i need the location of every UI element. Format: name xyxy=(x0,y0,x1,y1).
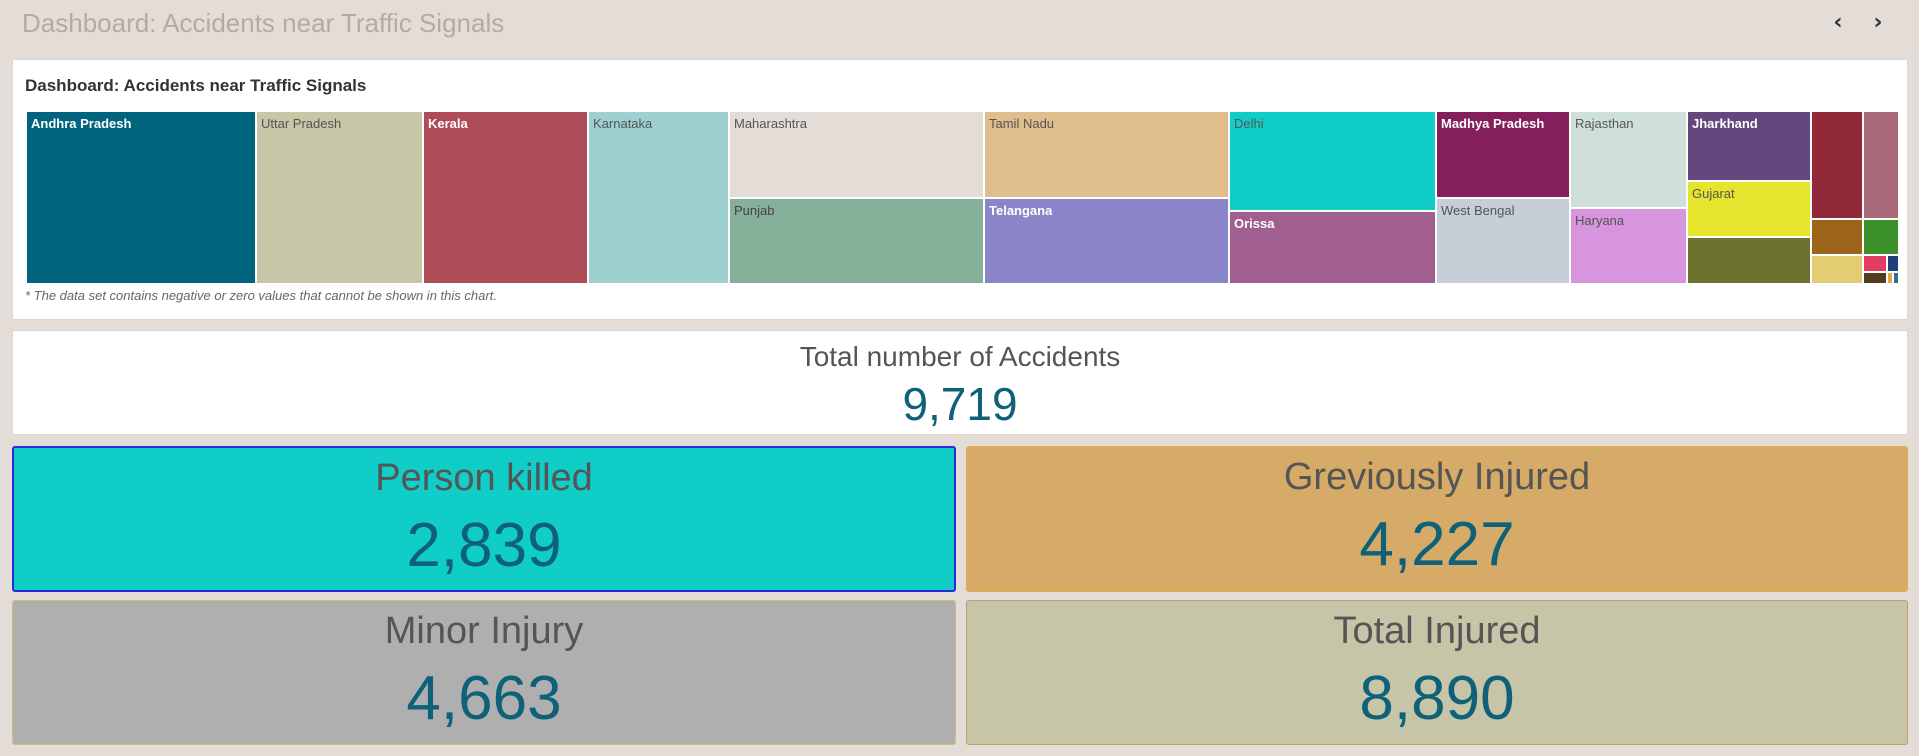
treemap-cell[interactable] xyxy=(1893,272,1899,284)
treemap-cell-label: Telangana xyxy=(989,203,1053,218)
treemap-cell-label: Tamil Nadu xyxy=(989,116,1055,131)
total-injured-card[interactable]: Total Injured 8,890 xyxy=(966,600,1908,745)
treemap-cell-label: Punjab xyxy=(734,203,775,218)
chevron-right-icon[interactable]: › xyxy=(1873,10,1883,35)
treemap-cell[interactable] xyxy=(1811,111,1863,219)
treemap-cell[interactable]: Madhya Pradesh xyxy=(1436,111,1570,198)
total-injured-label: Total Injured xyxy=(1333,610,1541,652)
treemap-cell[interactable]: Delhi xyxy=(1229,111,1436,211)
treemap-cell[interactable]: Telangana xyxy=(984,198,1229,284)
person-killed-card[interactable]: Person killed 2,839 xyxy=(12,446,956,592)
treemap-cell[interactable] xyxy=(1887,255,1899,272)
treemap-card: Dashboard: Accidents near Traffic Signal… xyxy=(12,59,1908,320)
treemap-cell-label: Delhi xyxy=(1234,116,1264,131)
treemap-cell-label: West Bengal xyxy=(1441,203,1515,218)
treemap-cell-label: Madhya Pradesh xyxy=(1441,116,1545,131)
total-accidents-label: Total number of Accidents xyxy=(799,341,1121,372)
treemap-cell-label: Karnataka xyxy=(593,116,653,131)
top-bar: Dashboard: Accidents near Traffic Signal… xyxy=(0,0,1919,48)
treemap-cell-label: Jharkhand xyxy=(1692,116,1758,131)
treemap-cell[interactable]: Andhra Pradesh xyxy=(26,111,256,284)
chevron-left-icon[interactable]: ‹ xyxy=(1833,10,1843,35)
treemap-cell-label: Kerala xyxy=(428,116,468,131)
treemap-cell-label: Haryana xyxy=(1575,213,1625,228)
total-injured-value: 8,890 xyxy=(1359,664,1515,733)
greviously-injured-card[interactable]: Greviously Injured 4,227 xyxy=(966,446,1908,592)
treemap-cell[interactable]: West Bengal xyxy=(1436,198,1570,284)
treemap-cell[interactable] xyxy=(1863,255,1887,272)
treemap-cell[interactable] xyxy=(1863,272,1887,284)
treemap-cell-label: Maharashtra xyxy=(734,116,807,131)
page-title: Dashboard: Accidents near Traffic Signal… xyxy=(22,8,505,38)
person-killed-label: Person killed xyxy=(375,457,593,499)
treemap-cell-label: Uttar Pradesh xyxy=(261,116,342,131)
treemap-cell-label: Orissa xyxy=(1234,216,1275,231)
treemap-cell[interactable] xyxy=(1863,111,1899,219)
treemap-cell[interactable]: Haryana xyxy=(1570,208,1687,284)
treemap-cell[interactable]: Punjab xyxy=(729,198,984,284)
treemap-cell[interactable]: Karnataka xyxy=(588,111,729,284)
treemap-cell-label: Gujarat xyxy=(1692,186,1735,201)
treemap-cell[interactable] xyxy=(1811,255,1863,284)
treemap-cell[interactable] xyxy=(1687,237,1811,284)
treemap-cell[interactable] xyxy=(1887,272,1893,284)
treemap-cell[interactable]: Jharkhand xyxy=(1687,111,1811,181)
treemap-title: Dashboard: Accidents near Traffic Signal… xyxy=(25,76,367,95)
treemap-cell[interactable]: Rajasthan xyxy=(1570,111,1687,208)
minor-injury-card[interactable]: Minor Injury 4,663 xyxy=(12,600,956,745)
total-accidents-card: Total number of Accidents 9,719 xyxy=(12,330,1908,435)
treemap-cell-label: Rajasthan xyxy=(1575,116,1634,131)
treemap-cell[interactable]: Kerala xyxy=(423,111,588,284)
person-killed-value: 2,839 xyxy=(406,511,562,580)
treemap-cell[interactable]: Gujarat xyxy=(1687,181,1811,237)
greviously-injured-label: Greviously Injured xyxy=(1283,456,1591,498)
treemap-cell-label: Andhra Pradesh xyxy=(31,116,132,131)
total-accidents-value: 9,719 xyxy=(902,378,1018,430)
treemap-cell[interactable]: Uttar Pradesh xyxy=(256,111,423,284)
treemap-cell[interactable]: Maharashtra xyxy=(729,111,984,198)
minor-injury-label: Minor Injury xyxy=(384,610,584,652)
treemap-chart: Andhra Pradesh Uttar Pradesh Kerala Karnata… xyxy=(26,111,1899,284)
treemap-cell[interactable] xyxy=(1811,219,1863,255)
minor-injury-value: 4,663 xyxy=(406,664,562,733)
treemap-note: * The data set contains negative or zero… xyxy=(25,288,497,303)
treemap-cell[interactable]: Tamil Nadu xyxy=(984,111,1229,198)
treemap-cell[interactable]: Orissa xyxy=(1229,211,1436,284)
treemap-cell[interactable] xyxy=(1863,219,1899,255)
greviously-injured-value: 4,227 xyxy=(1359,510,1515,579)
